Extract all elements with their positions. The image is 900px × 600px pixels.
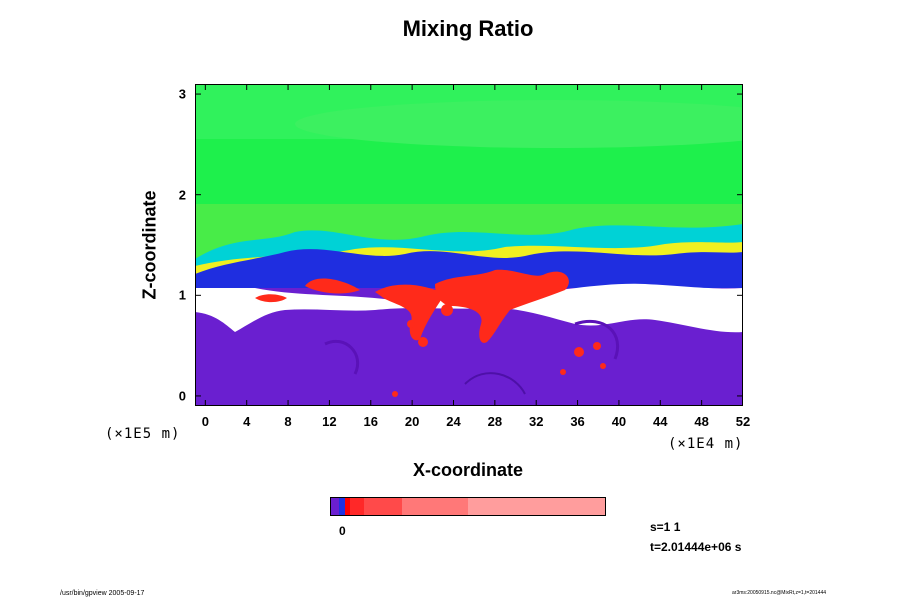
footer-left: /usr/bin/gpview 2005-09-17 (60, 590, 145, 597)
red-cloud-center (375, 284, 445, 341)
x-scale-note: (×1E4 m) (668, 436, 744, 452)
annotation-t: t=2.01444e+06 s (650, 540, 742, 554)
light-green-blob (295, 100, 743, 148)
y-tick-label: 1 (178, 287, 186, 303)
y-axis-label: Z-coordinate (139, 190, 160, 300)
y-scale-note: (×1E5 m) (105, 426, 181, 442)
x-tick-label: 12 (322, 414, 337, 429)
heatmap-field (195, 84, 743, 406)
annotation-s: s=1 1 (650, 520, 681, 534)
blue-band (195, 249, 743, 287)
red-blob-5 (600, 363, 606, 369)
plot-border (195, 84, 743, 406)
y-tick-label: 0 (178, 388, 186, 404)
colorbar-segment (331, 498, 340, 515)
x-tick-label: 48 (694, 414, 709, 429)
x-tick-label: 20 (404, 414, 420, 429)
colorbar (330, 497, 606, 516)
red-blob-7 (392, 391, 398, 397)
y-tick-label: 2 (178, 187, 186, 203)
colorbar-segment (363, 498, 403, 515)
purple-swirl-1 (324, 339, 360, 375)
x-tick-label: 52 (735, 414, 751, 429)
red-cloud-main (435, 269, 569, 343)
red-blob-3 (574, 347, 584, 357)
chart-title: Mixing Ratio (402, 16, 534, 41)
x-tick-label: 40 (611, 414, 627, 429)
x-tick-label: 4 (243, 414, 251, 429)
footer-right: ar3ms:20050915.nc@MixRt,z=1,t=201444 (732, 590, 827, 596)
axes-frame (195, 84, 743, 406)
x-axis-label: X-coordinate (412, 460, 523, 480)
y-tick-label: 3 (178, 86, 186, 102)
x-tick-label: 0 (201, 414, 209, 429)
colorbar-segment (467, 498, 605, 515)
x-tick-label: 8 (284, 414, 292, 429)
red-blob-6 (407, 320, 415, 328)
colorbar-segment (402, 498, 468, 515)
red-blob-8 (560, 369, 566, 375)
colorbar-segment (350, 498, 364, 515)
red-blob-1 (418, 337, 428, 347)
red-blob-2 (441, 304, 453, 316)
x-tick-label: 32 (528, 414, 544, 429)
red-cloud-center-left (305, 278, 360, 294)
colorbar-segment (339, 498, 345, 515)
colorbar-segment (344, 498, 351, 515)
x-tick-label: 28 (487, 414, 503, 429)
x-tick-label: 24 (446, 414, 461, 429)
x-tick-label: 44 (653, 414, 668, 429)
red-cloud-left (255, 294, 287, 303)
plot-area (195, 84, 743, 406)
purple-swirl-2 (574, 319, 620, 360)
purple-swirl-3 (464, 372, 526, 395)
red-blob-4 (593, 342, 601, 350)
x-tick-label: 36 (570, 414, 585, 429)
x-tick-label: 16 (363, 414, 378, 429)
colorbar-zero-label: 0 (339, 524, 346, 538)
